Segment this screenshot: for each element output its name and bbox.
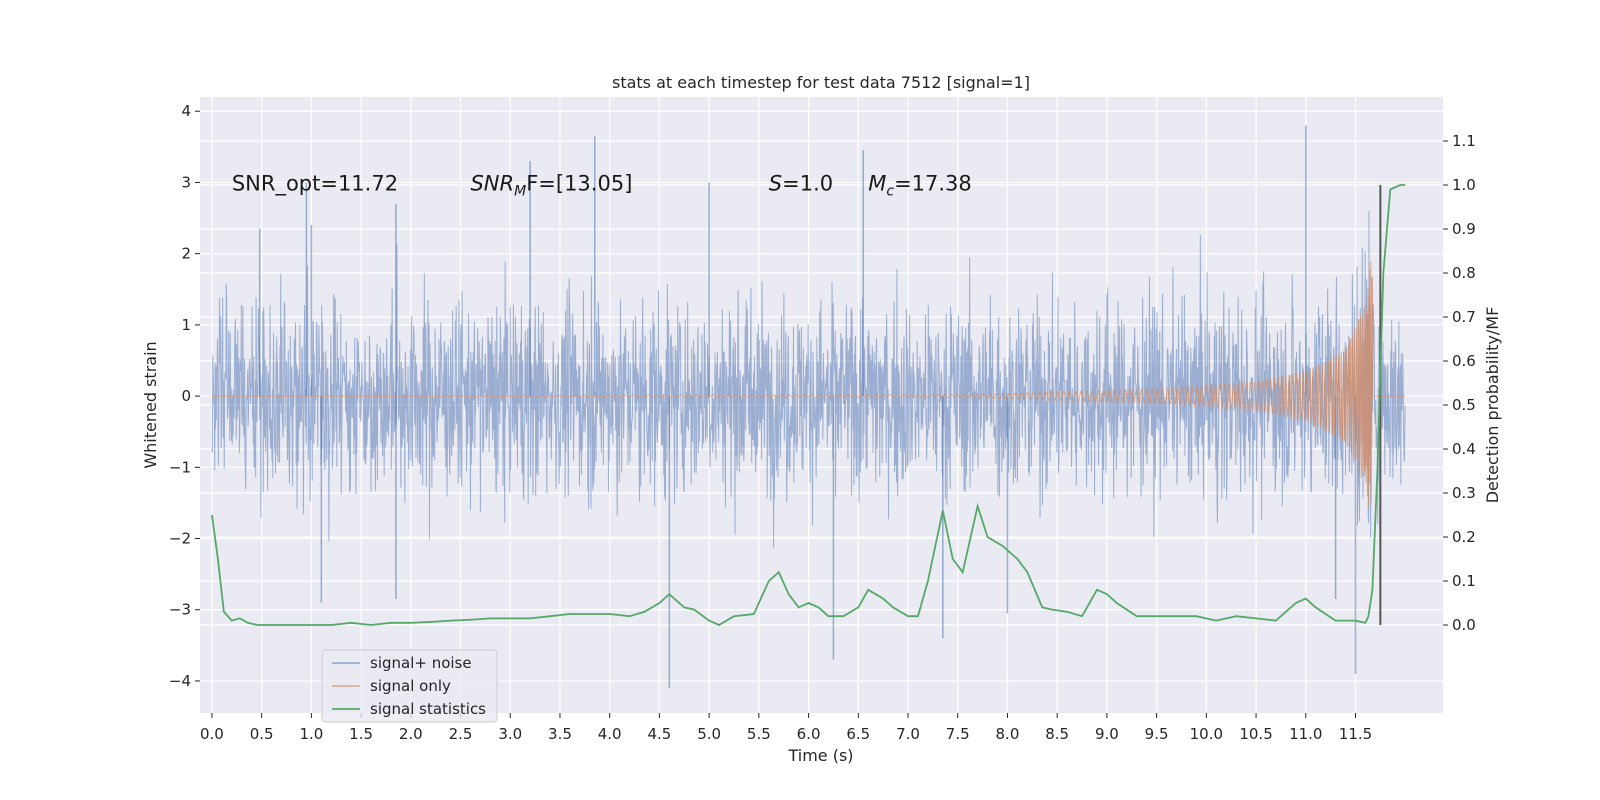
x-tick-label: 5.0: [697, 725, 721, 743]
y-axis-label: Whitened strain: [141, 341, 160, 468]
y-tick-label: −3: [169, 601, 191, 619]
y-tick-label: 2: [181, 245, 191, 263]
x-tick-label: 0.5: [250, 725, 274, 743]
x-tick-label: 11.5: [1339, 725, 1372, 743]
x-tick-label: 2.0: [399, 725, 423, 743]
y-tick-label: 0: [181, 387, 191, 405]
y2-tick-label: 0.1: [1452, 572, 1476, 590]
y2-tick-label: 1.1: [1452, 132, 1476, 150]
x-axis-label: Time (s): [787, 746, 853, 765]
annotation-0: SNR_opt=11.72: [232, 171, 398, 196]
annotation-1: SNRMF=[13.05]: [470, 171, 632, 199]
y2-tick-label: 0.8: [1452, 264, 1476, 282]
annotations: SNR_opt=11.72 SNRMF=[13.05] S=1.0 Mc=17.38: [232, 171, 972, 199]
y2-tick-label: 0.5: [1452, 396, 1476, 414]
y-tick-label: 3: [181, 173, 191, 191]
x-tick-label: 6.5: [846, 725, 870, 743]
x-tick-label: 11.0: [1289, 725, 1322, 743]
x-tick-label: 2.5: [449, 725, 473, 743]
noise-trace: [211, 210, 1406, 549]
signal-trace: [211, 261, 1406, 507]
x-tick-label: 1.0: [299, 725, 323, 743]
x-tick-label: 4.0: [598, 725, 622, 743]
x-tick-label: 3.0: [498, 725, 522, 743]
y2-tick-label: 0.3: [1452, 484, 1476, 502]
x-tick-label: 6.0: [797, 725, 821, 743]
legend-label-signal: signal only: [370, 677, 451, 695]
signal-statistics-series: [211, 184, 1406, 627]
x-tick-label: 5.5: [747, 725, 771, 743]
chart-title: stats at each timestep for test data 751…: [612, 73, 1030, 92]
y2-tick-label: 0.4: [1452, 440, 1476, 458]
x-tick-label: 7.0: [896, 725, 920, 743]
y2-tick-label: 0.6: [1452, 352, 1476, 370]
x-tick-label: 3.5: [548, 725, 572, 743]
y2-tick-label: 0.7: [1452, 308, 1476, 326]
signal-only-series: [211, 261, 1406, 507]
x-tick-label: 1.5: [349, 725, 373, 743]
x-tick-label: 10.5: [1239, 725, 1272, 743]
x-tick-label: 9.5: [1145, 725, 1169, 743]
y-tick-label: −4: [169, 672, 191, 690]
y2-tick-label: 0.2: [1452, 528, 1476, 546]
x-tick-label: 10.0: [1190, 725, 1223, 743]
legend-box: [321, 649, 498, 723]
x-tick-label: 8.5: [1045, 725, 1069, 743]
stats-line: [211, 184, 1406, 627]
legend: signal+ noise signal only signal statist…: [321, 649, 498, 723]
y2-tick-label: 0.9: [1452, 220, 1476, 238]
annotation-3: Mc=17.38: [868, 171, 972, 199]
x-tick-label: 9.0: [1095, 725, 1119, 743]
y2-tick-label: 0.0: [1452, 616, 1476, 634]
y-tick-label: −1: [169, 458, 191, 476]
y-tick-label: −2: [169, 530, 191, 548]
x-tick-label: 0.0: [200, 725, 224, 743]
y-tick-label: 4: [181, 102, 191, 120]
y-tick-label: 1: [181, 316, 191, 334]
y2-axis-label: Detection probability/MF: [1483, 307, 1502, 504]
legend-label-noise: signal+ noise: [370, 654, 472, 672]
annotation-2: S=1.0: [769, 171, 833, 195]
legend-label-stats: signal statistics: [370, 700, 486, 718]
x-tick-label: 4.5: [647, 725, 671, 743]
x-tick-label: 8.0: [996, 725, 1020, 743]
axes: 0.0 0.5 1.0 1.5 2.0 2.5 3.0 3.5 4.0 4.5 5.0 5.5 6.0 6…: [169, 102, 1476, 743]
y2-tick-label: 1.0: [1452, 176, 1476, 194]
x-tick-label: 7.5: [946, 725, 970, 743]
